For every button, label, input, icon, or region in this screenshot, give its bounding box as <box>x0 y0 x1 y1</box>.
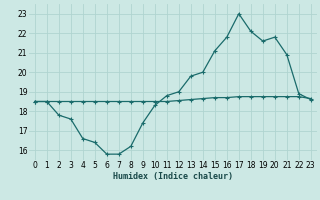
X-axis label: Humidex (Indice chaleur): Humidex (Indice chaleur) <box>113 172 233 181</box>
